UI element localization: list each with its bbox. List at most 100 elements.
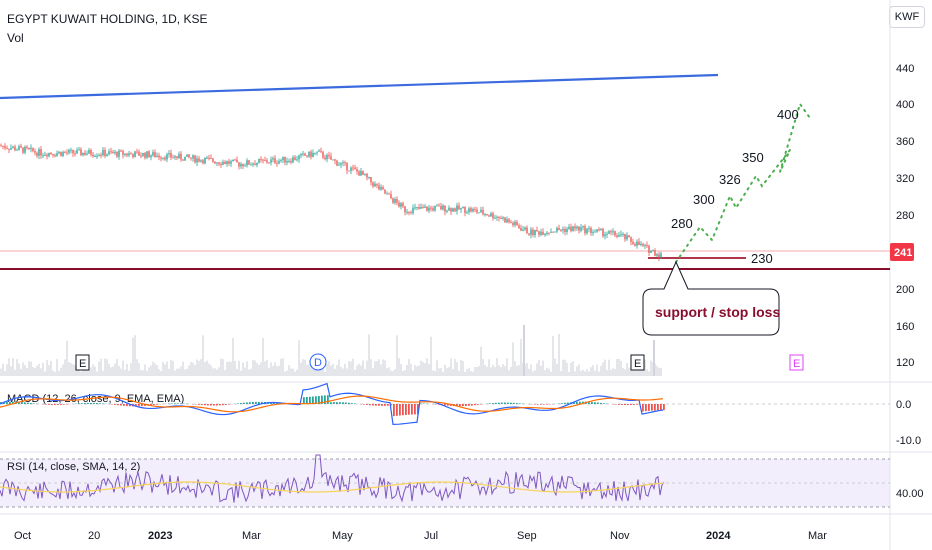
candle-body — [654, 250, 656, 256]
volume-bar — [520, 338, 522, 376]
candle-body — [4, 146, 6, 149]
macd-bar — [642, 404, 644, 412]
price-tick: 280 — [896, 210, 914, 222]
candle-body — [398, 202, 400, 207]
volume-bar — [218, 367, 220, 376]
time-tick: 2023 — [148, 530, 172, 542]
volume-bar — [54, 371, 56, 376]
candle-body — [88, 149, 90, 154]
candle-body — [648, 245, 650, 253]
volume-bar — [300, 362, 302, 376]
candle-body — [166, 154, 168, 160]
earnings-marker[interactable]: E — [630, 354, 645, 371]
candle-body — [140, 155, 142, 157]
currency-button[interactable]: KWF — [889, 6, 925, 28]
candle-body — [550, 231, 552, 233]
macd-bar — [336, 402, 338, 404]
candle-body — [12, 146, 14, 148]
macd-bar — [318, 395, 320, 404]
volume-bar — [404, 370, 406, 376]
volume-bar — [342, 368, 344, 376]
resistance-trendline — [0, 73, 719, 100]
volume-bar — [648, 371, 650, 376]
macd-bar — [369, 404, 371, 406]
volume-bar — [316, 365, 318, 376]
macd-bar — [201, 404, 203, 406]
volume-bar — [372, 368, 374, 376]
macd-bar — [258, 401, 260, 404]
volume-bar — [162, 361, 164, 376]
candle-body — [332, 159, 334, 161]
macd-bar — [222, 404, 224, 406]
volume-bar — [386, 368, 388, 376]
volume-bar — [268, 367, 270, 376]
macd-bar — [498, 402, 500, 404]
volume-bar — [336, 364, 338, 376]
volume-bar — [412, 370, 414, 376]
macd-bar — [567, 402, 569, 404]
volume-bar — [430, 336, 432, 376]
macd-bar — [618, 404, 620, 405]
macd-bar — [507, 402, 509, 404]
volume-bar — [560, 371, 562, 376]
candle-body — [418, 207, 420, 209]
candle-body — [6, 148, 8, 150]
volume-bar — [148, 367, 150, 376]
volume-bar — [234, 360, 236, 376]
volume-bar — [568, 371, 570, 376]
candle-body — [356, 168, 358, 172]
time-tick: Nov — [610, 530, 630, 542]
candle-body — [362, 170, 364, 175]
candle-body — [502, 217, 504, 219]
target-label: 350 — [742, 150, 764, 165]
candle-body — [224, 161, 226, 165]
volume-bar — [464, 371, 466, 376]
candle-body — [494, 217, 496, 219]
macd-bar — [309, 396, 311, 404]
candle-body — [304, 153, 306, 156]
volume-bar — [88, 369, 90, 376]
candle-body — [490, 213, 492, 217]
candle-body — [72, 149, 74, 154]
macd-bar — [519, 403, 521, 404]
candle-body — [126, 153, 128, 156]
macd-bar — [270, 402, 272, 404]
volume-bar — [410, 363, 412, 376]
candle-body — [582, 226, 584, 228]
volume-bar — [506, 358, 508, 376]
volume-bar — [140, 369, 142, 376]
volume-bar — [124, 369, 126, 376]
candle-body — [268, 162, 270, 164]
macd-bar — [63, 404, 65, 405]
candle-body — [374, 183, 376, 187]
candle-body — [52, 153, 54, 156]
volume-bar — [142, 370, 144, 376]
volume-bar — [554, 358, 556, 376]
volume-bar — [542, 360, 544, 376]
dividend-marker[interactable]: D — [309, 353, 327, 371]
candle-body — [96, 155, 98, 157]
volume-bars — [0, 325, 662, 376]
macd-bar — [654, 404, 656, 411]
macd-bar — [135, 404, 137, 407]
candle-body — [324, 157, 326, 160]
candle-body — [62, 152, 64, 156]
candle-body — [160, 157, 162, 159]
volume-bar — [36, 365, 38, 376]
volume-bar — [290, 368, 292, 376]
candle-body — [258, 159, 260, 163]
macd-bar — [210, 404, 212, 406]
candle-body — [378, 185, 380, 190]
macd-bar — [246, 402, 248, 404]
candle-body — [182, 159, 184, 161]
volume-bar — [518, 365, 520, 376]
volume-bar — [364, 369, 366, 376]
macd-bar — [657, 404, 659, 411]
earnings-marker[interactable]: E — [75, 354, 90, 371]
candle-body — [390, 194, 392, 199]
earnings-marker[interactable]: E — [789, 354, 804, 371]
volume-bar — [138, 363, 140, 376]
candle-body — [192, 155, 194, 159]
volume-bar — [482, 358, 484, 376]
